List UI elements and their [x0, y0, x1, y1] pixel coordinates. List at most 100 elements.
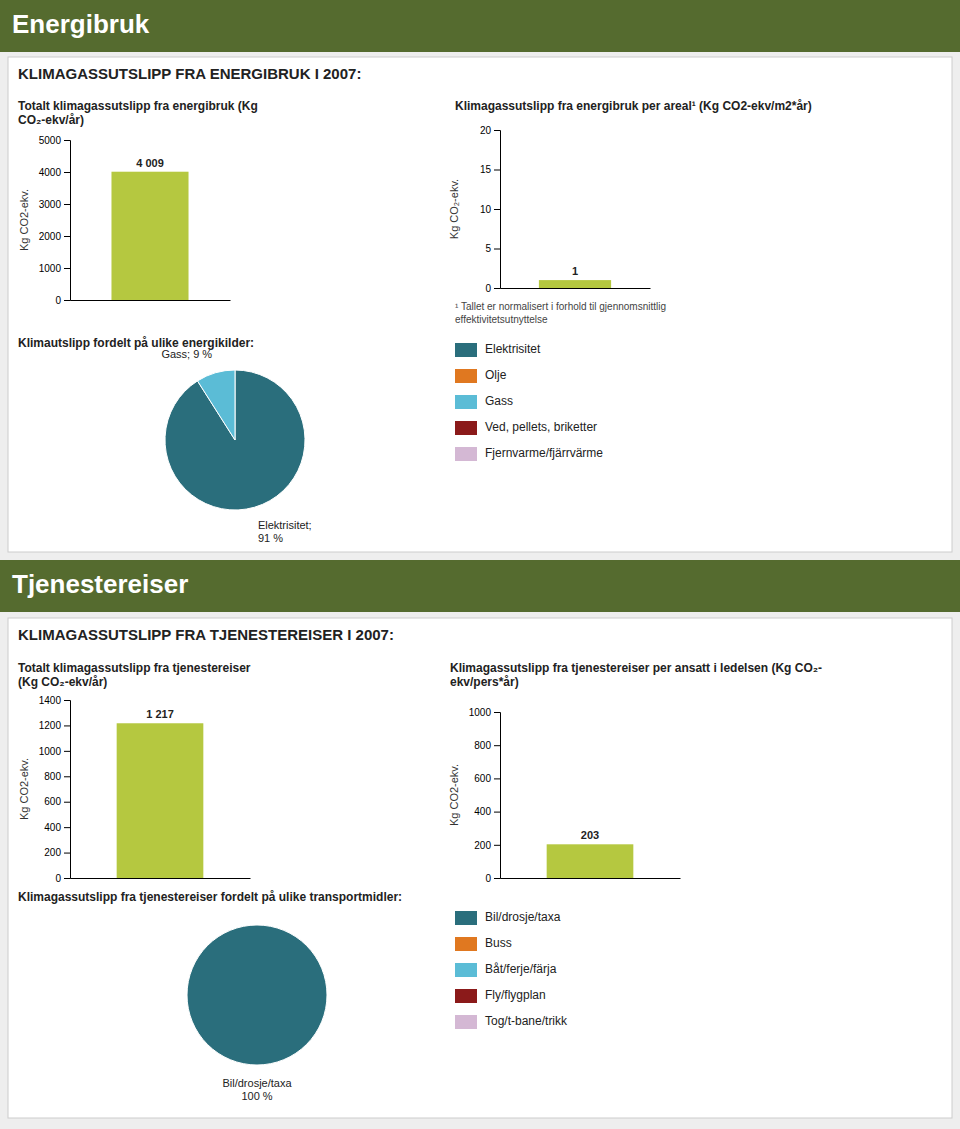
y-tick-mark [494, 878, 500, 879]
y-tick-mark [494, 170, 500, 171]
chart-title: Klimagassutslipp fra energibruk per area… [455, 99, 812, 113]
bars [539, 280, 611, 288]
slices [187, 925, 327, 1065]
x-axis-line [71, 878, 251, 879]
legend-item: Fjernvarme/fjärrvärme [455, 446, 603, 461]
chart-title: Totalt klimagassutslipp fra tjenestereis… [18, 661, 251, 689]
legend-label: Elektrisitet [485, 342, 541, 356]
legend-item: Fly/flygplan [455, 988, 546, 1003]
chart-title: Klimagassutslipp fra tjenestereiser per … [450, 661, 822, 689]
legend: ElektrisitetOljeGassVed, pellets, briket… [455, 342, 603, 461]
x-axis [501, 288, 651, 289]
y-tick: 5000 [39, 135, 70, 146]
y-tick: 800 [474, 740, 500, 751]
y-tick-label: 600 [44, 796, 61, 807]
y-tick-label: 5 [485, 243, 491, 254]
y-tick: 10 [480, 204, 500, 215]
y-tick-label: 200 [44, 847, 61, 858]
y-tick-label: 0 [55, 295, 61, 306]
data-label: 1 217 [146, 708, 174, 720]
bar-chart: 0200400600800100012001400Kg CO2-ekv.1 21… [18, 695, 251, 884]
y-tick-label: 5000 [39, 135, 62, 146]
bars [117, 723, 204, 878]
y-tick-mark [64, 802, 70, 803]
y-tick-label: 200 [474, 840, 491, 851]
y-tick-mark [494, 249, 500, 250]
y-axis-title: Kg CO2-ekv. [18, 189, 30, 251]
y-tick: 1400 [39, 695, 70, 706]
legend-label: Fjernvarme/fjärrvärme [485, 446, 603, 460]
chart-title-line: Klimagassutslipp fra tjenestereiser per … [450, 661, 822, 675]
y-tick: 0 [55, 873, 70, 884]
section-title: KLIMAGASSUTSLIPP FRA ENERGIBRUK I 2007: [18, 65, 361, 82]
y-tick-mark [494, 845, 500, 846]
legend-swatch [455, 1015, 477, 1029]
chart-title-line: Totalt klimagassutslipp fra energibruk (… [18, 99, 258, 113]
y-tick: 1000 [39, 263, 70, 274]
y-tick: 1000 [39, 746, 70, 757]
legend-item: Buss [455, 936, 512, 951]
data-label: Bil/drosje/taxa100 % [222, 1077, 292, 1102]
y-tick-label: 0 [485, 283, 491, 294]
chart-title: Klimautslipp fordelt på ulike energikild… [18, 336, 254, 350]
chart-title-line: Klimagassutslipp fra energibruk per area… [455, 99, 812, 113]
y-tick: 400 [474, 806, 500, 817]
data-label-line: Bil/drosje/taxa [222, 1077, 292, 1089]
legend-item: Gass [455, 394, 513, 409]
slice [165, 370, 305, 510]
chart-title-line: Klimautslipp fordelt på ulike energikild… [18, 336, 254, 350]
x-axis-line [71, 300, 231, 301]
legend-label: Buss [485, 936, 512, 950]
y-tick-label: 800 [44, 771, 61, 782]
y-tick-mark [64, 268, 70, 269]
legend-label: Olje [485, 368, 507, 382]
legend-swatch [455, 343, 477, 357]
data-label: Gass; 9 % [161, 348, 212, 360]
section-header-bg [0, 560, 960, 612]
bar [539, 280, 611, 288]
y-tick: 0 [485, 873, 500, 884]
y-tick-mark [64, 751, 70, 752]
bar [111, 172, 188, 300]
legend-label: Gass [485, 394, 513, 408]
data-label-line: 100 % [241, 1090, 272, 1102]
y-tick-label: 400 [474, 806, 491, 817]
y-tick-mark [494, 209, 500, 210]
y-tick-label: 1400 [39, 695, 62, 706]
y-tick-mark [494, 778, 500, 779]
chart-title-line: Totalt klimagassutslipp fra tjenestereis… [18, 661, 251, 675]
y-tick: 400 [44, 822, 70, 833]
y-tick: 800 [44, 771, 70, 782]
x-axis [71, 878, 251, 879]
bar-chart: 0 1000 2000 3000 4000 5000 Kg CO2-ekv. 4 009 [18, 135, 231, 306]
y-tick-label: 600 [474, 773, 491, 784]
data-label: 1 [572, 265, 578, 277]
y-tick: 600 [44, 796, 70, 807]
x-axis-line [501, 878, 681, 879]
x-axis-line [501, 288, 651, 289]
legend-swatch [455, 937, 477, 951]
legend-swatch [455, 447, 477, 461]
y-tick-label: 20 [480, 125, 492, 136]
data-label: 4 009 [136, 157, 164, 169]
legend-swatch [455, 989, 477, 1003]
legend-swatch [455, 911, 477, 925]
y-tick: 4000 [39, 167, 70, 178]
y-tick-label: 0 [55, 873, 61, 884]
y-tick-mark [64, 204, 70, 205]
y-tick: 15 [480, 164, 500, 175]
y-tick: 3000 [39, 199, 70, 210]
data-label-line: Gass; 9 % [161, 348, 212, 360]
slice [197, 370, 235, 440]
y-tick-label: 2000 [39, 231, 62, 242]
y-tick-mark [494, 712, 500, 713]
y-tick-label: 1000 [469, 707, 492, 718]
data-label: 203 [581, 829, 599, 841]
bars [111, 172, 188, 300]
legend-label: Tog/t-bane/trikk [485, 1014, 568, 1028]
annotation: ¹ Tallet er normalisert i forhold til gj… [455, 301, 666, 325]
y-tick-mark [494, 130, 500, 131]
y-tick-label: 3000 [39, 199, 62, 210]
chart-title-line: (Kg CO₂-ekv/år) [18, 675, 107, 689]
bar-chart: 02004006008001000Kg CO2-ekv.203 [448, 707, 681, 884]
